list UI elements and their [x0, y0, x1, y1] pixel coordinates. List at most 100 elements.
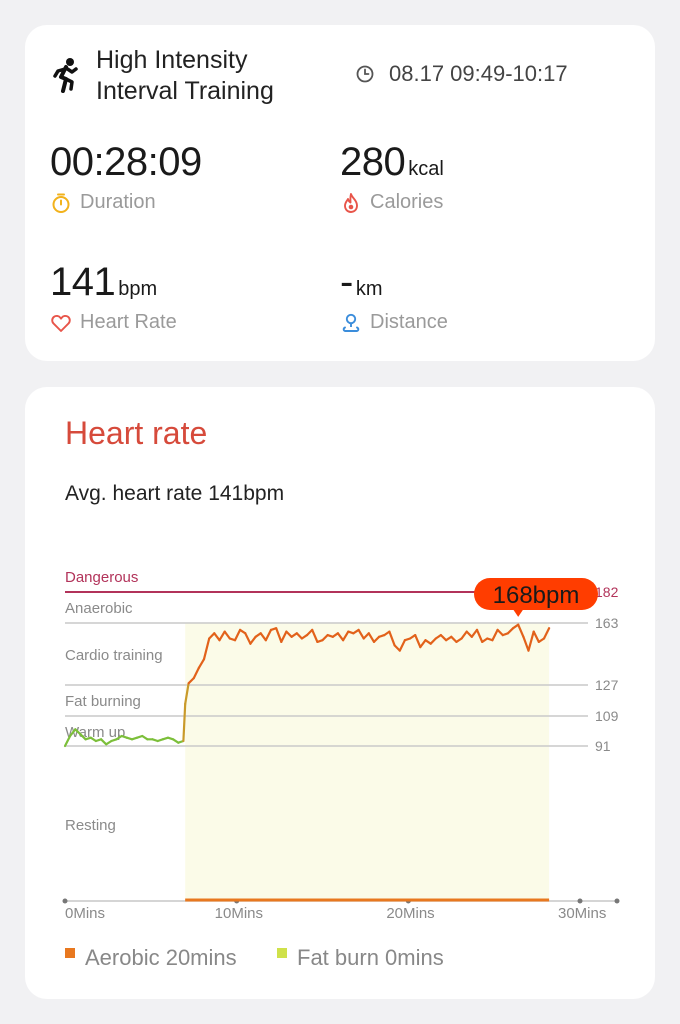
heart-icon [51, 314, 71, 332]
workout-time-range: 08.17 09:49-10:17 [389, 61, 568, 86]
heart-rate-chart: 182 Dangerous 163 Anaerobic 127 Cardio traini… [62, 569, 620, 922]
heart-rate-segment-64 [388, 630, 396, 647]
zone-label-resting: Resting [65, 817, 116, 834]
peak-callout [474, 578, 598, 610]
calories-metric: 280 kcal Calories [340, 140, 444, 214]
heart-rate-segment-0 [63, 734, 72, 748]
heart-rate-segment-27 [197, 658, 206, 669]
heart-rate-segment-42 [275, 627, 283, 643]
heart-rate-title: Heart rate [65, 415, 208, 451]
heart-rate-segment-92 [532, 630, 540, 643]
calories-unit: kcal [408, 158, 444, 180]
peak-label: 168bpm [493, 582, 580, 609]
duration-metric: 00:28:09 Duration [50, 140, 202, 214]
heart-rate-card: Heart rate Avg. heart rate 141bpm 182 Dan… [25, 387, 655, 999]
heart-rate-segment-29 [208, 632, 216, 640]
zone-label-anaerobic: Anaerobic [65, 600, 133, 617]
x-tick-label-2: 20Mins [386, 905, 434, 922]
zone-label-warm-up: Warm up [65, 724, 125, 741]
heart-rate-segment-65 [393, 644, 401, 652]
heart-rate-segment-59 [362, 632, 370, 640]
heart-rate-segment-49 [311, 628, 319, 643]
zone-label-dangerous: Dangerous [65, 569, 138, 586]
heart-rate-segment-30 [213, 632, 221, 642]
heart-rate-segment-51 [321, 634, 329, 642]
heart-rate-segment-39 [259, 632, 267, 642]
zone-label-cardio-training: Cardio training [65, 647, 163, 664]
heart-rate-segment-34 [233, 628, 242, 642]
heart-rate-segment-89 [517, 623, 525, 638]
heart-rate-segment-90 [522, 635, 530, 652]
heart-rate-segment-85 [496, 628, 504, 637]
zone-label-fat-burning: Fat burning [65, 693, 141, 710]
distance-label: Distance [370, 311, 448, 333]
distance-unit: km [355, 278, 383, 300]
calories-label: Calories [370, 191, 444, 213]
zone-threshold-warm-up: 91 [595, 738, 611, 754]
zone-threshold-dangerous: 182 [595, 584, 619, 600]
zone-threshold-cardio-training: 127 [595, 677, 619, 693]
heart-rate-segment-87 [506, 627, 515, 635]
distance-metric: - km Distance [340, 260, 448, 334]
workout-title-line2: Interval Training [96, 77, 274, 105]
zone-threshold-fat-burning: 109 [595, 708, 619, 724]
heart-rate-segment-25 [187, 677, 195, 685]
workout-title-line1: High Intensity [96, 46, 248, 74]
x-tick-label-1: 10Mins [215, 905, 263, 922]
flame-icon [344, 192, 358, 213]
stopwatch-icon [52, 193, 70, 213]
heart-rate-segment-43 [280, 630, 288, 643]
x-tick-dot-0 [62, 898, 68, 904]
heart-rate-segment-48 [305, 628, 314, 637]
heart-rate-segment-94 [542, 627, 551, 640]
heart-rate-segment-91 [527, 630, 535, 652]
heart-rate-value: 141 [50, 260, 116, 304]
x-tick-dot-3 [577, 898, 583, 904]
heart-rate-metric: 141 bpm Heart Rate [50, 260, 177, 334]
heart-rate-segment-2 [74, 728, 82, 736]
heart-rate-segment-70 [419, 639, 427, 649]
heart-rate-segment-55 [342, 630, 350, 642]
heart-rate-segment-7 [99, 738, 108, 746]
heart-rate-segment-37 [249, 635, 257, 645]
heart-rate-segment-69 [414, 634, 422, 649]
heart-rate-segment-3 [79, 733, 87, 741]
zone-threshold-anaerobic: 163 [595, 615, 619, 631]
heart-rate-segment-23 [182, 702, 187, 743]
distance-value: - [340, 260, 353, 304]
heart-rate-segment-74 [439, 634, 448, 642]
heart-rate-segment-46 [295, 632, 303, 640]
aerobic-highlight-band [185, 623, 550, 901]
x-axis-end-dot [614, 898, 620, 904]
legend-fat-burn: Fat burn 0mins [277, 945, 444, 971]
workout-summary-card: High Intensity Interval Training 08.17 0… [25, 25, 655, 361]
heart-rate-segment-66 [398, 639, 406, 652]
running-person-icon [53, 58, 78, 93]
heart-rate-segment-32 [223, 630, 231, 640]
heart-rate-segment-76 [450, 635, 458, 643]
clock-icon [356, 65, 374, 83]
legend-aerobic-label: Aerobic 20mins [85, 945, 237, 970]
heart-rate-segment-28 [202, 637, 211, 661]
duration-label: Duration [80, 191, 156, 213]
legend-fat-burn-swatch [277, 948, 287, 958]
calories-value: 280 [340, 140, 406, 184]
heart-rate-segment-26 [192, 666, 200, 680]
duration-value: 00:28:09 [50, 140, 202, 184]
heart-rate-segment-79 [465, 630, 473, 638]
location-pin-icon [342, 313, 360, 332]
x-tick-label-0: 0Mins [65, 905, 105, 922]
legend-aerobic-swatch [65, 948, 75, 958]
heart-rate-unit: bpm [118, 278, 158, 300]
average-heart-rate: Avg. heart rate 141bpm [65, 482, 285, 505]
heart-rate-segment-72 [429, 637, 437, 645]
heart-rate-segment-58 [357, 628, 365, 640]
heart-rate-segment-44 [285, 630, 293, 638]
heart-rate-segment-31 [218, 630, 226, 642]
heart-rate-segment-1 [68, 728, 77, 738]
peak-callout-pointer [512, 608, 525, 617]
legend-fat-burn-label: Fat burn 0mins [297, 945, 444, 970]
legend-aerobic: Aerobic 20mins [65, 945, 237, 971]
heart-rate-segment-78 [460, 630, 468, 640]
heart-rate-segment-81 [475, 628, 484, 643]
